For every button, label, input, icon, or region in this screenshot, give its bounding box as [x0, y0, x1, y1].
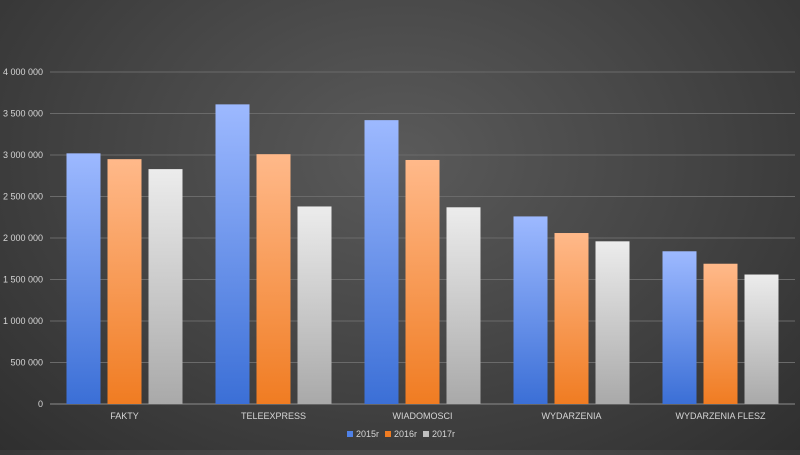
bar-2016r-wiadomosci — [405, 159, 440, 404]
legend-label: 2017r — [432, 429, 455, 439]
x-category-label: WYDARZENIA FLESZ — [675, 411, 766, 421]
y-tick-label: 3 500 000 — [3, 109, 43, 119]
bar-2016r-teleexpress — [256, 154, 291, 404]
bar-2016r-wydarzenia-flesz — [703, 263, 738, 404]
legend: 2015r 2016r 2017r — [347, 429, 455, 439]
bar-2017r-wiadomosci — [446, 207, 481, 404]
bar-2017r-teleexpress — [297, 206, 332, 404]
y-tick-label: 2 500 000 — [3, 192, 43, 202]
y-tick-label: 500 000 — [10, 358, 43, 368]
bar-2017r-fakty — [148, 169, 183, 404]
y-axis-tick-labels: 0 500 000 1 000 000 1 500 000 2 000 000 2 500… — [3, 67, 43, 409]
bar-2015r-wiadomosci — [364, 120, 399, 404]
bar-2015r-fakty — [66, 153, 101, 404]
legend-label: 2016r — [394, 429, 417, 439]
x-axis-category-labels: FAKTY TELEEXPRESS WIADOMOSCI WYDARZENIA WYDA… — [110, 411, 766, 421]
x-category-label: FAKTY — [110, 411, 139, 421]
bar-2017r-wydarzenia — [595, 241, 630, 404]
bars — [66, 104, 779, 405]
y-tick-label: 3 000 000 — [3, 150, 43, 160]
legend-swatch — [347, 431, 353, 437]
x-category-label: WYDARZENIA — [541, 411, 601, 421]
bar-2016r-wydarzenia — [554, 233, 589, 404]
legend-swatch — [385, 431, 391, 437]
y-tick-label: 0 — [38, 399, 43, 409]
x-category-label: WIADOMOSCI — [393, 411, 453, 421]
bar-2015r-wydarzenia-flesz — [662, 251, 697, 404]
y-tick-label: 2 000 000 — [3, 233, 43, 243]
bar-2016r-fakty — [107, 159, 142, 404]
legend-label: 2015r — [356, 429, 379, 439]
y-tick-label: 1 500 000 — [3, 275, 43, 285]
bar-2015r-teleexpress — [215, 104, 250, 405]
y-tick-label: 1 000 000 — [3, 316, 43, 326]
legend-swatch — [423, 431, 429, 437]
bar-2015r-wydarzenia — [513, 216, 548, 404]
x-category-label: TELEEXPRESS — [241, 411, 306, 421]
bar-2017r-wydarzenia-flesz — [744, 274, 779, 404]
y-tick-label: 4 000 000 — [3, 67, 43, 77]
